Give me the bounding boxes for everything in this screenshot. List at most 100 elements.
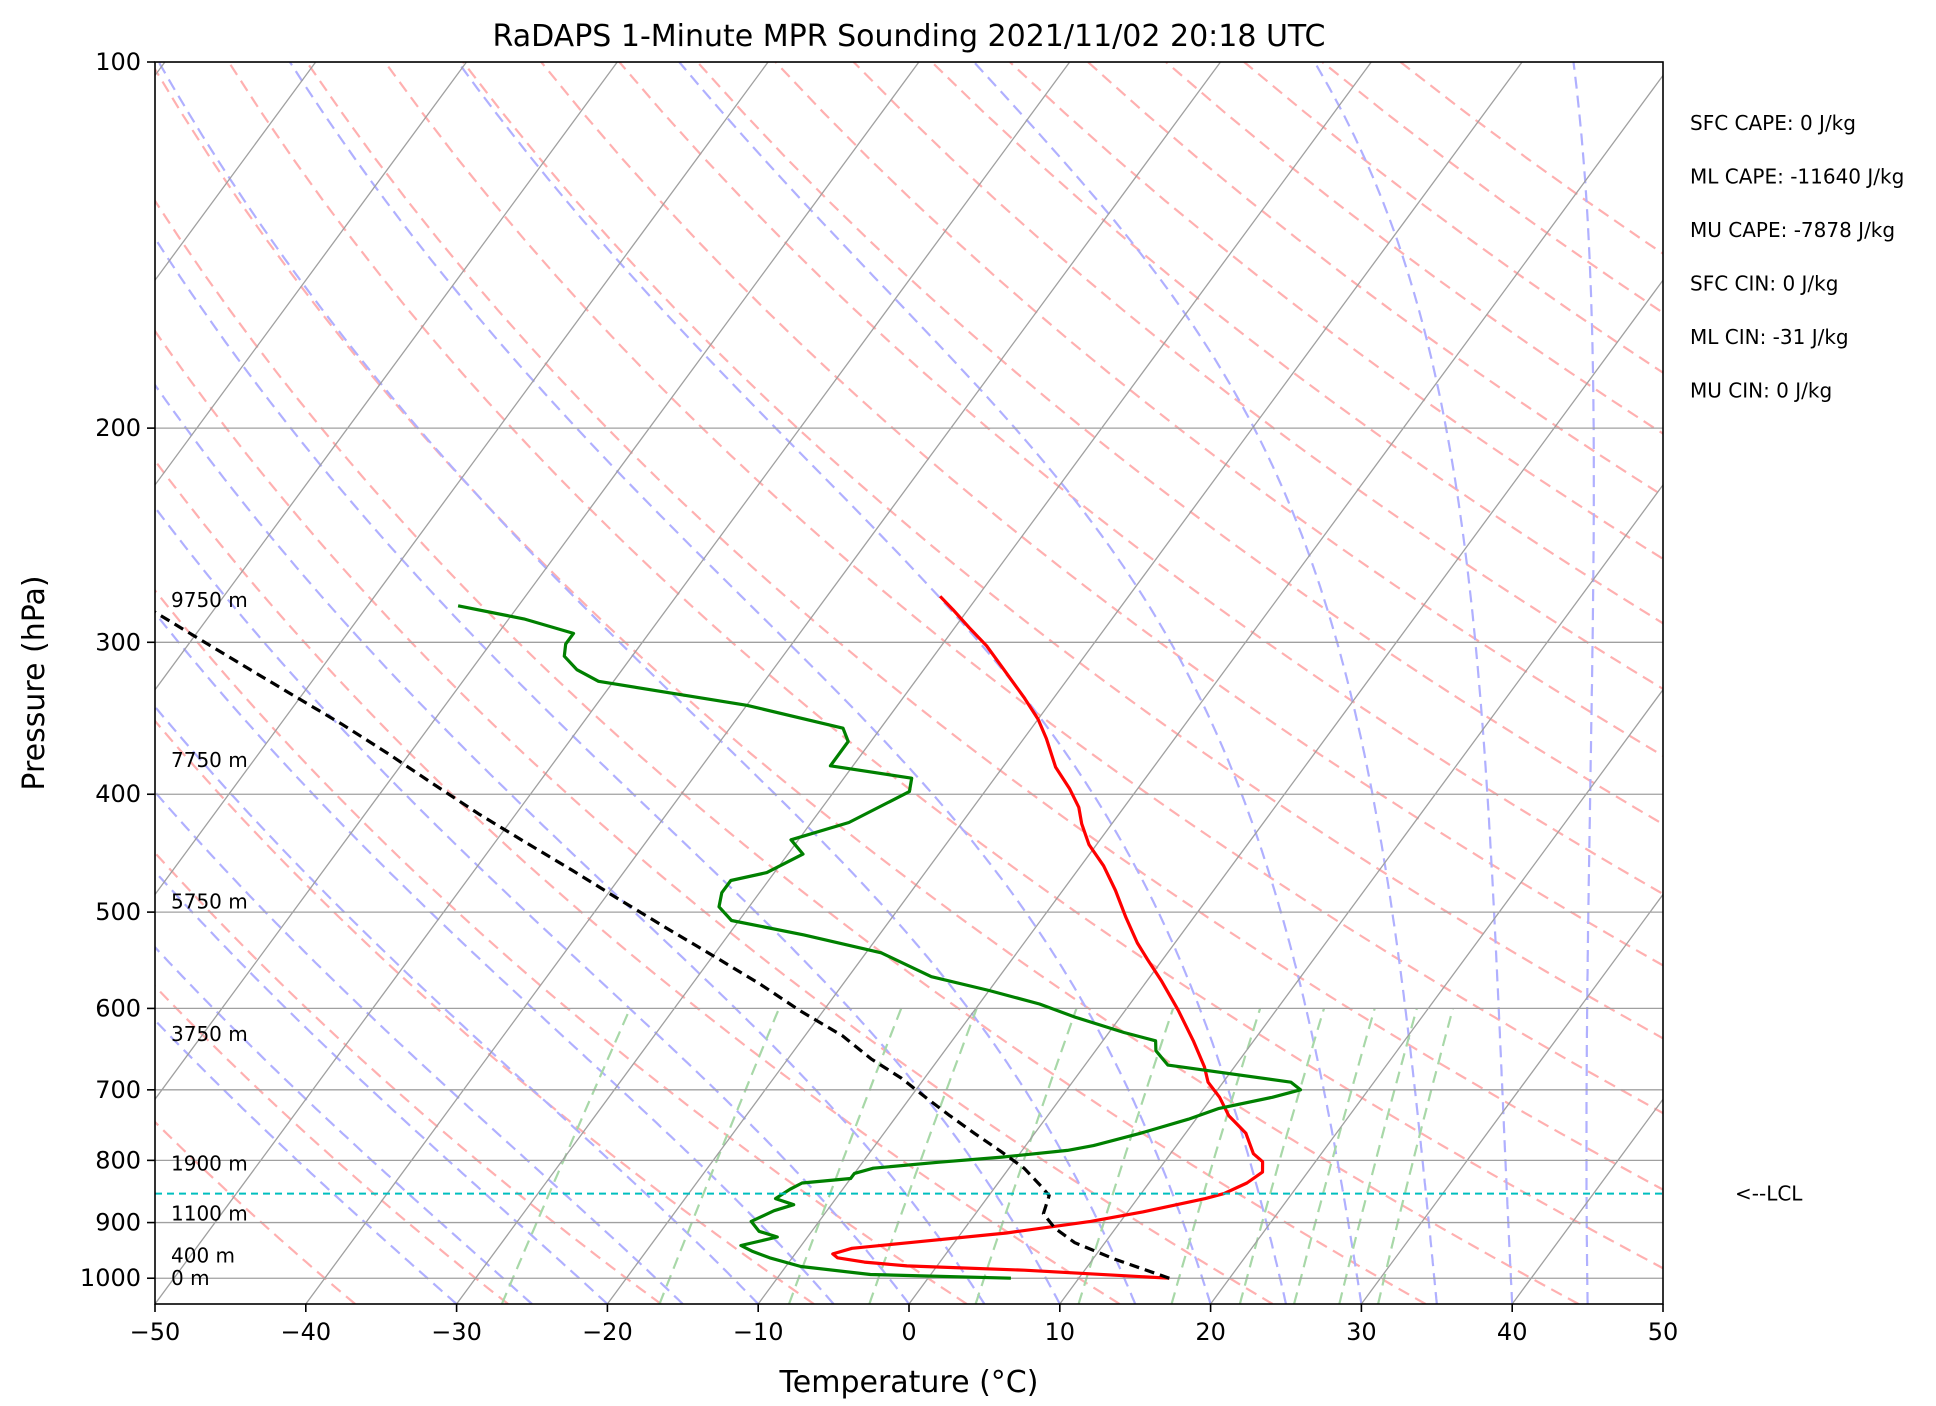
isotherm-line <box>155 62 920 1101</box>
moist-adiabat-line <box>1572 62 1595 1304</box>
dry-adiabat-line <box>227 62 1663 1270</box>
dry-adiabat-line <box>462 62 1663 1040</box>
moist-adiabat-line <box>155 945 533 1304</box>
x-tick-label: 40 <box>1497 1318 1528 1346</box>
dry-adiabat-line <box>1399 62 1663 255</box>
mixing-ratio-line <box>1077 1008 1175 1304</box>
y-tick-label: 700 <box>95 1076 141 1104</box>
mixing-ratio-line <box>1238 1008 1326 1304</box>
moist-adiabat-line <box>457 62 1288 1304</box>
y-tick-label: 900 <box>95 1209 141 1237</box>
stability-indices: SFC CAPE: 0 J/kg ML CAPE: -11640 J/kg MU C… <box>1690 111 1904 403</box>
height-label: 1900 m <box>171 1152 248 1176</box>
x-tick-label: 0 <box>901 1318 916 1346</box>
isotherm-line <box>155 62 468 487</box>
dry-adiabat-line <box>618 62 1663 896</box>
mixing-ratio-line <box>974 1008 1078 1304</box>
dry-adiabat-line <box>155 588 968 1304</box>
dry-adiabat-line <box>540 62 1663 967</box>
dry-adiabat-line <box>155 329 1274 1304</box>
isotherm-line <box>155 62 317 282</box>
index-line: ML CAPE: -11640 J/kg <box>1690 165 1904 189</box>
moist-adiabat-line <box>155 1018 458 1304</box>
mixing-ratio-line <box>1170 1008 1262 1304</box>
moist-adiabat-line <box>155 505 910 1304</box>
lcl-label: <--LCL <box>1735 1182 1803 1206</box>
moist-adiabat-line <box>155 236 1061 1304</box>
dry-adiabat-line <box>155 984 509 1304</box>
moist-adiabat-line <box>155 383 986 1304</box>
moist-adiabats <box>155 62 1595 1304</box>
y-tick-label: 1000 <box>80 1264 141 1292</box>
mixing-ratio-line <box>1377 1008 1455 1304</box>
isotherm-line <box>908 279 1663 1304</box>
moist-adiabat-line <box>157 62 1137 1304</box>
y-axis-label: Pressure (hPa) <box>17 575 52 790</box>
x-tick-label: 10 <box>1045 1318 1076 1346</box>
mixing-ratio-line <box>868 1008 978 1304</box>
y-tick-label: 800 <box>95 1146 141 1174</box>
isotherm-line <box>155 62 769 896</box>
parcel-trace <box>155 610 1170 1280</box>
moist-adiabat-line <box>678 62 1363 1304</box>
y-tick-label: 400 <box>95 780 141 808</box>
moist-adiabat-line <box>973 62 1438 1304</box>
isotherm-line <box>1059 483 1663 1304</box>
dry-adiabat-line <box>155 67 1580 1304</box>
dry-adiabat-line <box>930 62 1663 625</box>
height-label: 5750 m <box>171 889 248 913</box>
lcl-marker: <--LCL <box>155 1182 1803 1206</box>
y-tick-label: 600 <box>95 994 141 1022</box>
axes: −50 −40 −30 −20 −10 0 10 20 30 40 50 100 200 300 400 50… <box>80 48 1678 1346</box>
index-line: MU CIN: 0 J/kg <box>1690 379 1832 403</box>
index-line: SFC CIN: 0 J/kg <box>1690 272 1838 296</box>
isotherm-line <box>606 62 1523 1304</box>
dry-adiabat-line <box>305 62 1663 1191</box>
mixing-ratio-line <box>658 1007 781 1304</box>
dry-adiabat-line <box>155 851 662 1304</box>
moist-adiabat-line <box>155 870 609 1304</box>
isotherm-line <box>1662 1302 1663 1304</box>
moist-adiabat-line <box>155 611 835 1304</box>
dry-adiabat-line <box>696 62 1663 826</box>
x-tick-label: −40 <box>280 1318 331 1346</box>
moist-adiabat-line <box>288 62 1212 1304</box>
height-label: 9750 m <box>171 588 248 612</box>
y-tick-label: 200 <box>95 414 141 442</box>
height-labels: 9750 m 7750 m 5750 m 3750 m 1900 m 1100 m 400 … <box>171 588 248 1290</box>
dry-adiabat-line <box>1321 62 1663 315</box>
x-tick-label: 50 <box>1648 1318 1679 1346</box>
dry-adiabats <box>155 62 1663 1304</box>
height-label: 7750 m <box>171 748 248 772</box>
y-tick-label: 100 <box>95 48 141 76</box>
index-line: MU CAPE: -7878 J/kg <box>1690 218 1895 242</box>
isotherms <box>0 62 1663 1304</box>
isotherm-line <box>1511 1098 1663 1304</box>
y-tick-label: 300 <box>95 628 141 656</box>
height-label: 400 m <box>171 1244 235 1268</box>
sounding-traces <box>155 595 1303 1280</box>
x-axis-label: Temperature (°C) <box>779 1365 1039 1400</box>
chart-title: RaDAPS 1-Minute MPR Sounding 2021/11/02 … <box>493 19 1326 54</box>
dry-adiabat-line <box>155 1120 356 1304</box>
isotherm-line <box>305 62 1222 1304</box>
height-label: 3750 m <box>171 1022 248 1046</box>
index-line: SFC CAPE: 0 J/kg <box>1690 111 1856 135</box>
isotherm-line <box>757 74 1663 1304</box>
pressure-gridlines <box>155 62 1663 1279</box>
x-tick-label: −30 <box>431 1318 482 1346</box>
plot-frame <box>154 61 1664 1305</box>
x-tick-label: −10 <box>733 1318 784 1346</box>
height-label: 0 m <box>171 1266 210 1290</box>
dry-adiabat-line <box>155 198 1427 1304</box>
isotherm-line <box>0 62 14 1304</box>
isotherm-line <box>456 62 1372 1304</box>
dry-adiabat-line <box>774 62 1663 758</box>
dry-adiabat-line <box>155 458 1121 1304</box>
x-tick-label: 20 <box>1195 1318 1226 1346</box>
mixing-ratio-line <box>1293 1008 1376 1304</box>
isotherm-line <box>1210 688 1663 1304</box>
dry-adiabat-line <box>155 719 815 1304</box>
